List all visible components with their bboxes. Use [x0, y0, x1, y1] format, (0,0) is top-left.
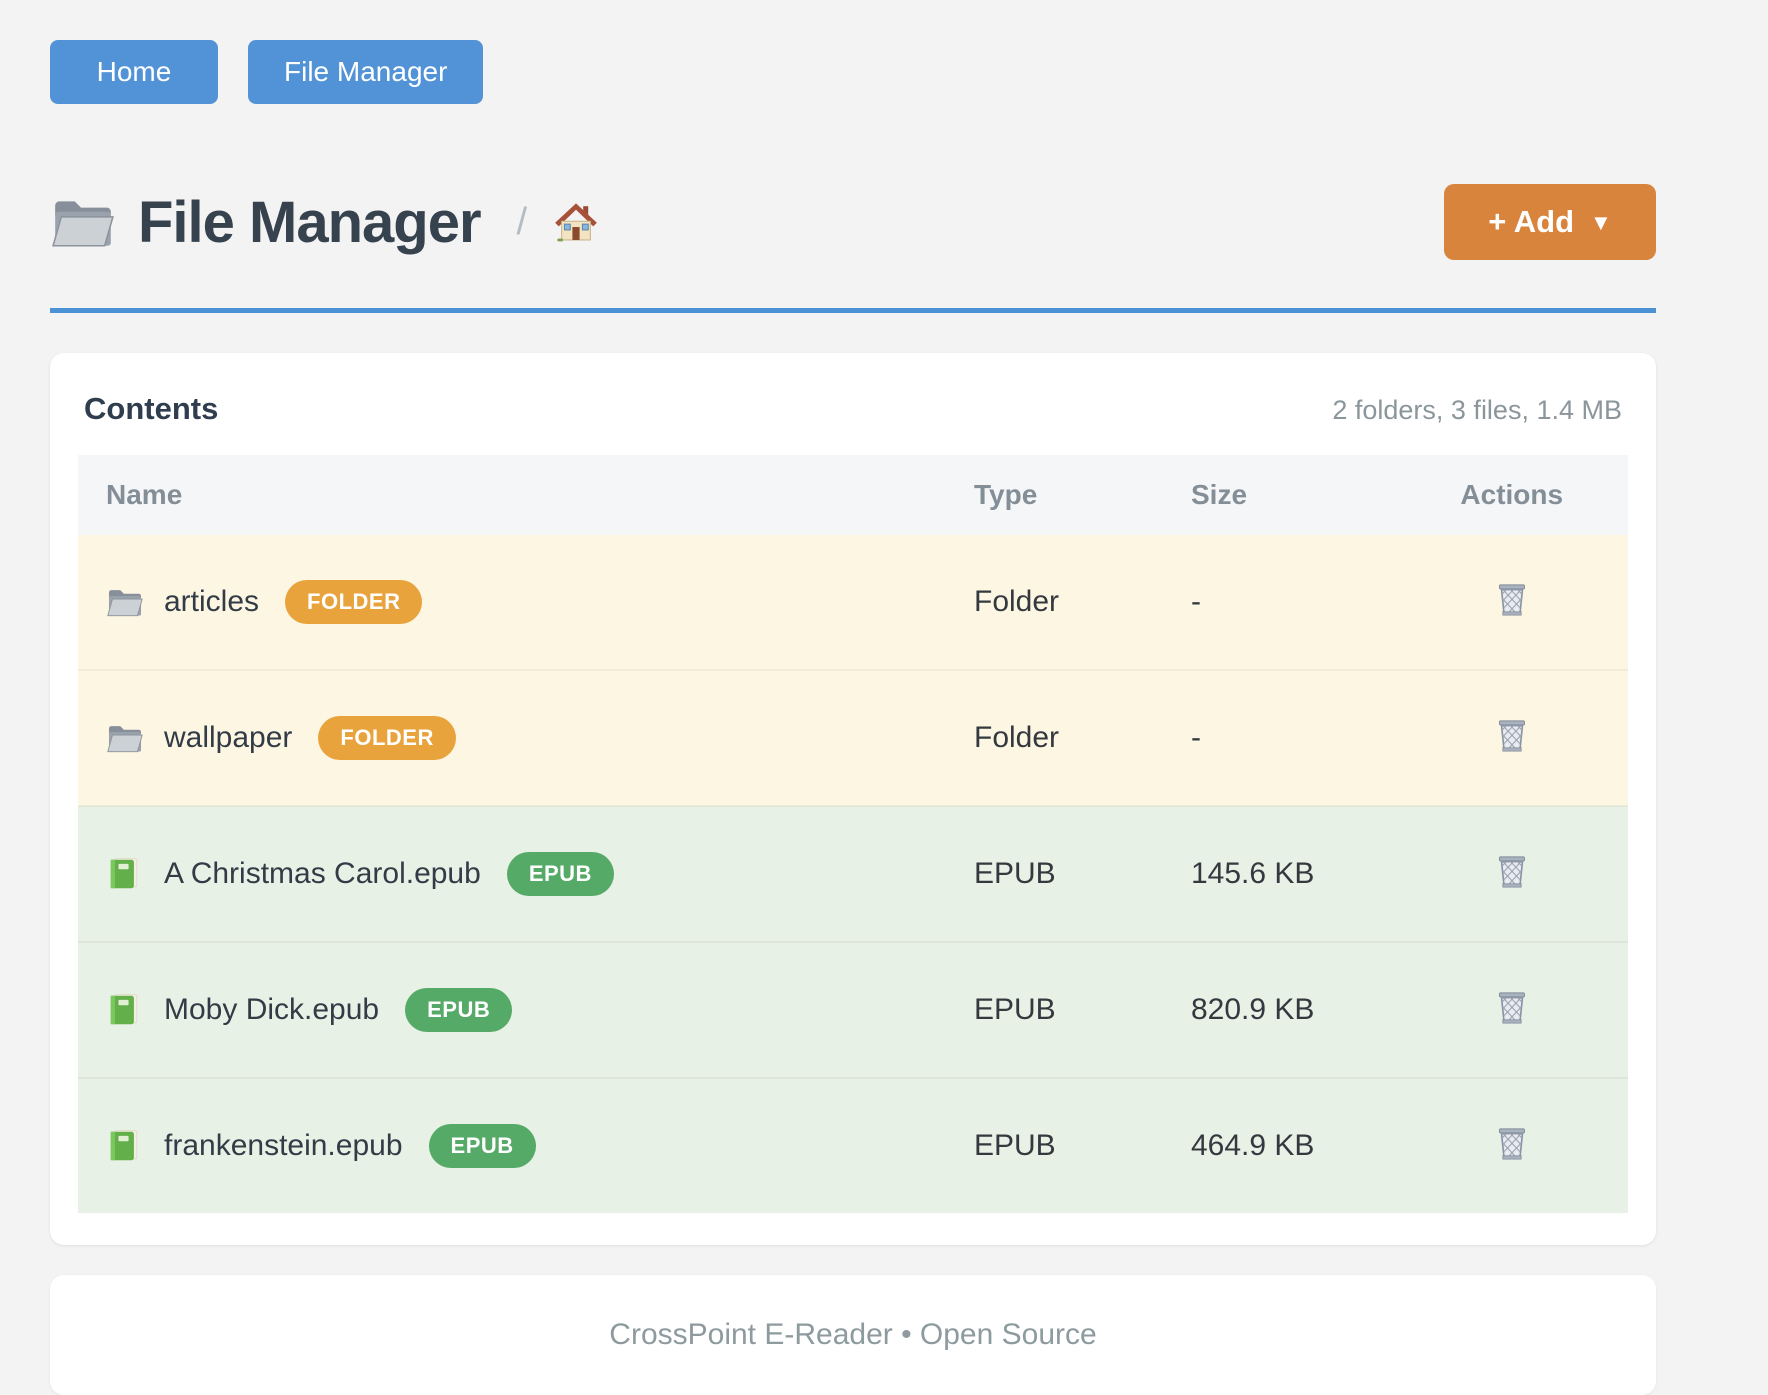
breadcrumb-separator: /	[516, 200, 528, 243]
file-size: -	[1191, 585, 1201, 618]
page-container: Home File Manager File Manager /	[50, 0, 1656, 1395]
file-name: articles	[164, 585, 260, 618]
add-button-label: + Add	[1488, 204, 1575, 239]
trash-icon	[1491, 851, 1533, 893]
file-manager-button[interactable]: File Manager	[248, 40, 484, 104]
page-header: File Manager / + Add ▼	[50, 184, 1656, 260]
file-name: A Christmas Carol.epub	[164, 857, 481, 890]
file-type: Folder	[974, 721, 1060, 754]
delete-button[interactable]	[1487, 983, 1537, 1033]
file-type: EPUB	[974, 857, 1056, 890]
file-size: 145.6 KB	[1191, 857, 1315, 890]
file-size: 820.9 KB	[1191, 993, 1315, 1026]
file-type: Folder	[974, 585, 1060, 618]
delete-button[interactable]	[1487, 575, 1537, 625]
title-group: File Manager /	[50, 189, 599, 256]
folder-icon	[50, 189, 116, 255]
delete-button[interactable]	[1487, 1119, 1537, 1169]
top-nav: Home File Manager	[50, 0, 1656, 104]
file-name: wallpaper	[164, 721, 293, 754]
contents-card-header: Contents 2 folders, 3 files, 1.4 MB	[78, 391, 1628, 427]
table-row[interactable]: A Christmas Carol.epub EPUB EPUB 145.6 K…	[78, 806, 1628, 942]
contents-card: Contents 2 folders, 3 files, 1.4 MB Name…	[50, 353, 1656, 1245]
header-divider	[50, 308, 1656, 313]
trash-icon	[1491, 579, 1533, 621]
type-badge: EPUB	[428, 1124, 536, 1168]
column-header-size: Size	[1163, 455, 1396, 535]
trash-icon	[1491, 1123, 1533, 1165]
table-row[interactable]: frankenstein.epub EPUB EPUB 464.9 KB	[78, 1078, 1628, 1213]
file-size: -	[1191, 721, 1201, 754]
page-title: File Manager	[138, 189, 482, 255]
column-header-actions: Actions	[1395, 455, 1628, 535]
trash-icon	[1491, 987, 1533, 1029]
column-header-type: Type	[946, 455, 1163, 535]
table-row[interactable]: Moby Dick.epub EPUB EPUB 820.9 KB	[78, 942, 1628, 1078]
book-icon	[106, 991, 144, 1029]
contents-summary: 2 folders, 3 files, 1.4 MB	[1332, 395, 1622, 425]
table-header-row: Name Type Size Actions	[78, 455, 1628, 535]
file-table-body: articles FOLDER Folder -	[78, 535, 1628, 1213]
file-table: Name Type Size Actions articles	[78, 455, 1628, 1213]
footer-text: CrossPoint E-Reader • Open Source	[609, 1318, 1097, 1351]
file-size: 464.9 KB	[1191, 1129, 1315, 1162]
book-icon	[106, 1127, 144, 1165]
folder-icon	[106, 583, 144, 621]
column-header-name: Name	[78, 455, 946, 535]
add-button[interactable]: + Add ▼	[1444, 184, 1656, 260]
table-row[interactable]: wallpaper FOLDER Folder -	[78, 670, 1628, 806]
table-row[interactable]: articles FOLDER Folder -	[78, 535, 1628, 670]
type-badge: FOLDER	[318, 716, 456, 760]
type-badge: FOLDER	[285, 580, 423, 624]
contents-heading: Contents	[84, 391, 219, 426]
file-type: EPUB	[974, 993, 1056, 1026]
book-icon	[106, 855, 144, 893]
house-icon[interactable]	[549, 199, 599, 245]
home-button[interactable]: Home	[50, 40, 218, 104]
folder-icon	[106, 719, 144, 757]
delete-button[interactable]	[1487, 711, 1537, 761]
file-name: frankenstein.epub	[164, 1129, 403, 1162]
file-type: EPUB	[974, 1129, 1056, 1162]
type-badge: EPUB	[405, 988, 513, 1032]
type-badge: EPUB	[506, 852, 614, 896]
footer: CrossPoint E-Reader • Open Source	[50, 1275, 1656, 1395]
trash-icon	[1491, 715, 1533, 757]
delete-button[interactable]	[1487, 847, 1537, 897]
file-name: Moby Dick.epub	[164, 993, 380, 1026]
chevron-down-icon: ▼	[1590, 210, 1612, 235]
